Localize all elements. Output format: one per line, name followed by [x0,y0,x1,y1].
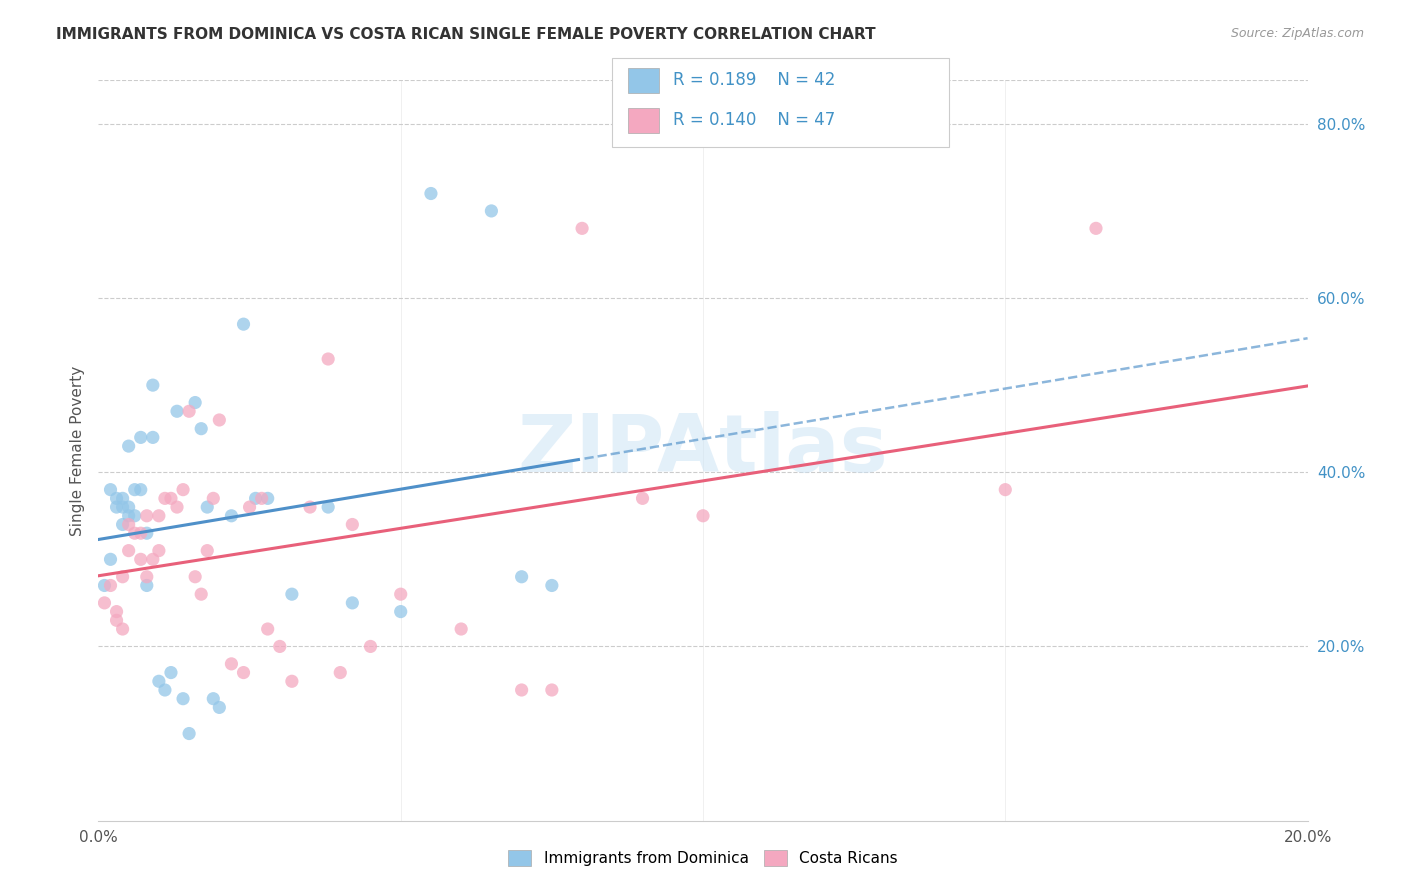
Point [135,508,157,523]
Point [129,526,152,541]
Point [631,491,654,506]
Legend: Immigrants from Dominica, Costa Ricans: Immigrants from Dominica, Costa Ricans [502,844,904,872]
Point [571,221,593,235]
Point [389,605,412,619]
Point [420,186,443,201]
Point [342,517,364,532]
Point [250,491,273,506]
Point [100,483,122,497]
Point [111,500,134,514]
Point [316,351,339,366]
Text: R = 0.189    N = 42: R = 0.189 N = 42 [673,71,835,89]
Point [172,691,194,706]
Point [179,404,201,418]
Point [1085,221,1108,235]
Point [153,491,176,506]
Point [118,500,141,514]
Point [389,587,412,601]
Point [93,596,115,610]
Point [540,578,562,592]
Point [208,413,231,427]
Point [118,517,141,532]
Point [124,483,146,497]
Point [269,640,291,654]
Point [281,587,304,601]
Point [208,700,231,714]
Point [142,430,165,444]
Point [232,317,254,331]
Point [135,578,157,592]
Point [160,665,183,680]
Point [105,500,128,514]
Point [124,526,146,541]
Point [142,378,165,392]
Point [316,500,339,514]
Point [202,691,225,706]
Point [148,508,170,523]
Point [118,439,141,453]
Point [481,203,503,218]
Point [190,587,212,601]
Point [118,543,141,558]
Point [105,491,128,506]
Point [118,508,141,523]
Point [195,543,218,558]
Point [100,552,122,566]
Point [148,543,170,558]
Point [111,622,134,636]
Point [105,605,128,619]
Point [129,552,152,566]
Point [135,570,157,584]
Point [245,491,267,506]
Point [105,613,128,627]
Point [148,674,170,689]
Point [142,552,165,566]
Point [172,483,194,497]
Text: IMMIGRANTS FROM DOMINICA VS COSTA RICAN SINGLE FEMALE POVERTY CORRELATION CHART: IMMIGRANTS FROM DOMINICA VS COSTA RICAN … [56,27,876,42]
Point [195,500,218,514]
Point [129,430,152,444]
Text: Source: ZipAtlas.com: Source: ZipAtlas.com [1230,27,1364,40]
Y-axis label: Single Female Poverty: Single Female Poverty [69,366,84,535]
Point [281,674,304,689]
Point [994,483,1017,497]
Point [692,508,714,523]
Point [190,422,212,436]
Point [93,578,115,592]
Text: ZIPAtlas: ZIPAtlas [517,411,889,490]
Point [256,491,278,506]
Point [153,683,176,698]
Point [232,665,254,680]
Point [202,491,225,506]
Point [111,517,134,532]
Point [329,665,352,680]
Point [540,683,562,698]
Point [100,578,122,592]
Point [111,491,134,506]
Point [221,657,243,671]
Point [450,622,472,636]
Point [256,622,278,636]
Point [360,640,382,654]
Point [111,570,134,584]
Point [510,683,533,698]
Text: R = 0.140    N = 47: R = 0.140 N = 47 [673,112,835,129]
Point [135,526,157,541]
Point [184,395,207,409]
Point [179,726,201,740]
Point [239,500,262,514]
Point [342,596,364,610]
Point [184,570,207,584]
Point [166,404,188,418]
Point [129,483,152,497]
Point [299,500,322,514]
Point [166,500,188,514]
Point [510,570,533,584]
Point [124,508,146,523]
Point [221,508,243,523]
Point [160,491,183,506]
